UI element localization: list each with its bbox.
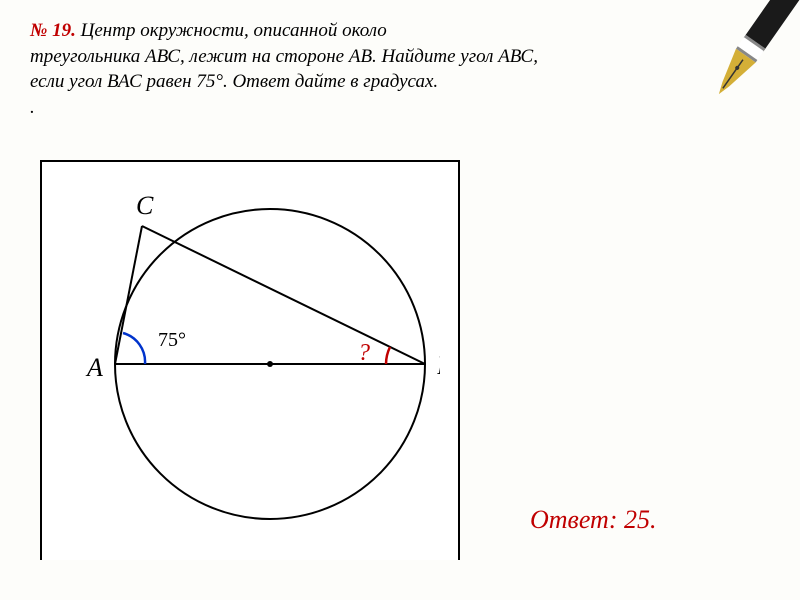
center-dot xyxy=(267,361,273,367)
problem-line3: если угол ВАС равен 75°. Ответ дайте в г… xyxy=(30,71,438,92)
angle-B-label: ? xyxy=(358,340,370,366)
problem-line2: треугольника АВС, лежит на стороне АВ. Н… xyxy=(30,46,538,67)
figure-box: 75° ? A B C xyxy=(40,160,460,560)
answer-value: 25. xyxy=(624,505,657,534)
angle-A-label: 75° xyxy=(158,329,186,351)
angle-A-arc xyxy=(123,333,145,364)
pen-icon xyxy=(680,0,800,120)
triangle-circle-diagram: 75° ? A B C xyxy=(60,174,440,534)
answer-text: Ответ: 25. xyxy=(530,505,656,535)
problem-line4: . xyxy=(30,97,35,118)
problem-line1: Центр окружности, описанной около xyxy=(76,20,387,41)
point-A-label: A xyxy=(85,353,103,382)
problem-number: № 19. xyxy=(30,20,76,41)
angle-B-arc xyxy=(386,347,390,364)
point-C-label: C xyxy=(136,191,154,220)
point-B-label: B xyxy=(437,351,440,380)
answer-prefix: Ответ: xyxy=(530,505,624,534)
